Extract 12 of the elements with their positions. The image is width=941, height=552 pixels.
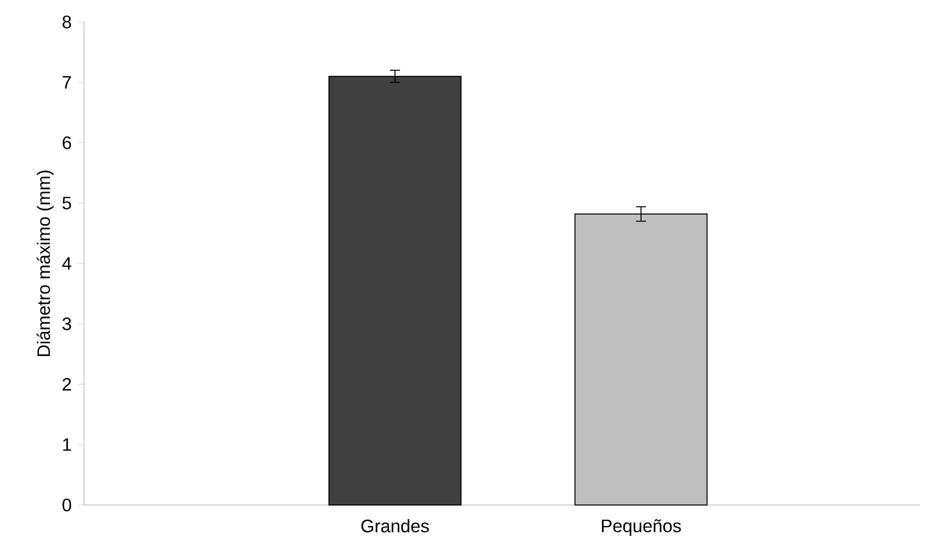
y-tick-label: 5 [62, 196, 72, 210]
x-tick-label: Pequeños [602, 519, 681, 536]
y-tick-label: 8 [62, 16, 72, 28]
x-tick-label: Grandes [361, 519, 429, 532]
y-tick-label: 4 [62, 257, 72, 270]
y-tick-label: 1 [63, 438, 71, 451]
y-tick-label: 3 [62, 317, 72, 330]
y-axis-title: Diámetro máximo (mm) [36, 170, 54, 356]
y-tick-label: 7 [62, 76, 71, 89]
y-tick-label: 6 [62, 136, 72, 150]
y-tick-label: 0 [62, 498, 72, 512]
y-tick-label: 2 [62, 378, 71, 391]
